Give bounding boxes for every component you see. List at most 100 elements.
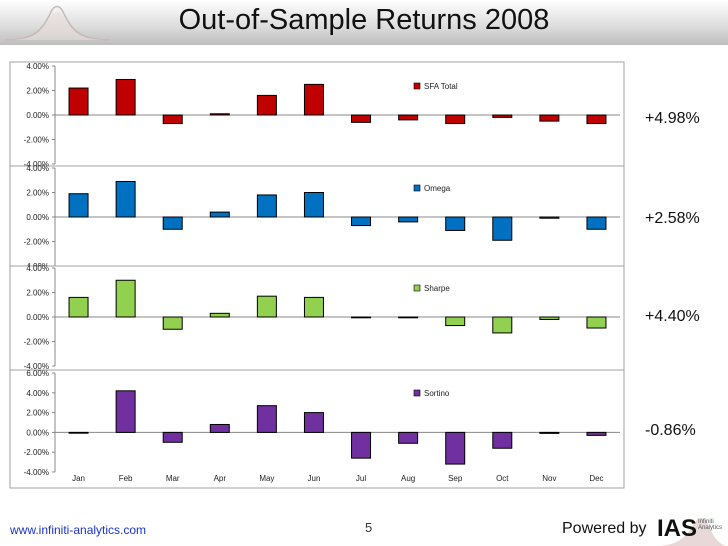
page-number: 5: [365, 520, 373, 535]
bar-apr: [209, 312, 230, 318]
y-tick-label: 0.00%: [26, 428, 49, 437]
x-tick-label: Jul: [356, 474, 366, 483]
total-return-sharpe: +4.40%: [645, 308, 700, 325]
bar-jul: [351, 216, 372, 227]
bar-mar: [162, 114, 183, 125]
bar-oct: [492, 316, 513, 334]
total-return-omega: +2.58%: [645, 210, 700, 227]
y-tick-label: 0.00%: [26, 213, 49, 222]
y-tick-label: 4.00%: [26, 62, 49, 71]
y-tick-label: 6.00%: [26, 369, 49, 378]
bar-oct: [492, 431, 513, 449]
y-tick-label: -4.00%: [24, 160, 49, 169]
title-bar: Out-of-Sample Returns 2008: [0, 0, 728, 45]
bar-jan: [68, 87, 89, 116]
bar-dec: [586, 216, 607, 230]
x-tick-label: Mar: [166, 474, 180, 483]
x-tick-label: Dec: [589, 474, 603, 483]
x-tick-label: Jan: [72, 474, 85, 483]
x-tick-label: Feb: [119, 474, 133, 483]
bar-jan: [68, 193, 89, 218]
bar-jul: [351, 431, 372, 459]
y-tick-label: -2.00%: [24, 338, 49, 347]
chart-panel-4: 6.00% 4.00% 2.00% 0.00% -2.00% -4.00% Sortino J…: [9, 369, 625, 489]
legend-swatch: [413, 82, 421, 90]
ias-logo-text: IAS: [657, 515, 698, 542]
bar-may: [256, 295, 277, 318]
y-tick-label: 4.00%: [26, 389, 49, 398]
y-tick-label: 0.00%: [26, 313, 49, 322]
bar-feb: [115, 279, 136, 318]
page-title: Out-of-Sample Returns 2008: [178, 4, 550, 36]
y-tick-label: 4.00%: [26, 164, 49, 173]
ias-logo-background-icon: [656, 518, 726, 546]
y-tick-label: -4.00%: [24, 362, 49, 371]
bar-aug: [398, 216, 419, 223]
legend-label: Omega: [424, 184, 451, 193]
x-tick-label: Oct: [496, 474, 509, 483]
x-tick-label: Aug: [401, 474, 415, 483]
bar-jan: [68, 431, 89, 434]
bar-feb: [115, 390, 136, 433]
legend-label: Sharpe: [424, 284, 450, 293]
bar-jul: [351, 114, 372, 123]
bar-nov: [539, 216, 560, 219]
y-tick-label: 2.00%: [26, 409, 49, 418]
y-tick-label: 4.00%: [26, 264, 49, 273]
bar-jun: [303, 412, 324, 433]
total-return-sfa: +4.98%: [645, 110, 700, 127]
bar-jun: [303, 192, 324, 218]
legend-label: Sortino: [424, 389, 450, 398]
footer-url-link[interactable]: www.infiniti-analytics.com: [10, 523, 147, 537]
bar-may: [256, 194, 277, 218]
y-tick-label: 2.00%: [26, 87, 49, 96]
bar-nov: [539, 431, 560, 434]
bell-curve-logo-icon: [5, 5, 111, 41]
legend-label: SFA Total: [424, 82, 458, 91]
chart-frame: [9, 265, 625, 371]
bar-may: [256, 94, 277, 116]
y-tick-label: -2.00%: [24, 448, 49, 457]
chart-panel-3: 4.00% 2.00% 0.00% -2.00% -4.00% Sharpe: [9, 264, 625, 371]
bar-sep: [445, 316, 466, 327]
legend-swatch: [413, 184, 421, 192]
bar-jan: [68, 296, 89, 318]
bar-nov: [539, 114, 560, 122]
bar-aug: [398, 431, 419, 444]
y-tick-label: 0.00%: [26, 111, 49, 120]
bar-aug: [398, 316, 419, 319]
bar-mar: [162, 216, 183, 230]
bar-may: [256, 405, 277, 433]
bar-jun: [303, 296, 324, 318]
x-tick-label: Nov: [542, 474, 556, 483]
y-tick-label: -2.00%: [24, 238, 49, 247]
bar-oct: [492, 216, 513, 241]
bar-jun: [303, 83, 324, 116]
legend-swatch: [413, 389, 421, 397]
y-tick-label: 2.00%: [26, 189, 49, 198]
bar-sep: [445, 114, 466, 125]
x-tick-label: May: [259, 474, 274, 483]
y-tick-label: -2.00%: [24, 136, 49, 145]
legend-swatch: [413, 284, 421, 292]
bar-dec: [586, 316, 607, 329]
y-tick-label: -4.00%: [24, 468, 49, 477]
bar-apr: [209, 113, 230, 116]
bar-sep: [445, 216, 466, 231]
bar-aug: [398, 114, 419, 121]
bar-mar: [162, 316, 183, 330]
powered-by-text: Powered by: [562, 520, 647, 537]
bar-oct: [492, 114, 513, 118]
bar-jul: [351, 316, 372, 319]
bar-sep: [445, 431, 466, 465]
x-tick-label: Jun: [308, 474, 321, 483]
x-tick-label: Sep: [448, 474, 463, 483]
y-tick-label: 2.00%: [26, 289, 49, 298]
x-tick-label: Apr: [214, 474, 227, 483]
bar-dec: [586, 114, 607, 125]
bar-feb: [115, 78, 136, 116]
bar-mar: [162, 431, 183, 443]
ias-logo-subtext: Infiniti Analytics: [698, 519, 723, 531]
chart-panel-1: 4.00% 2.00% 0.00% -2.00% -4.00% SFA Total: [9, 61, 625, 169]
